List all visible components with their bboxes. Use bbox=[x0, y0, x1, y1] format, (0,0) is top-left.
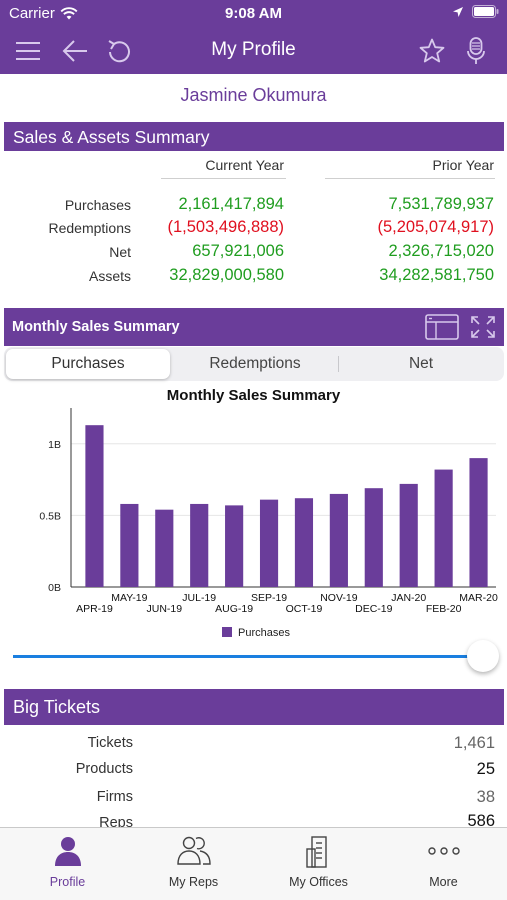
monthly-section-header: Monthly Sales Summary bbox=[4, 308, 504, 346]
expand-icon[interactable] bbox=[469, 314, 497, 340]
legend-label: Purchases bbox=[238, 627, 290, 639]
prior-year-value: 7,531,789,937 bbox=[388, 195, 494, 213]
tab-bar: Profile My Reps bbox=[0, 827, 507, 900]
x-tick-label: NOV-19 bbox=[320, 592, 358, 604]
x-tick-label: MAY-19 bbox=[111, 592, 147, 604]
status-bar: Carrier 9:08 AM bbox=[0, 0, 507, 28]
chart-bar bbox=[469, 458, 488, 587]
column-header-current: Current Year bbox=[205, 157, 284, 173]
monthly-sales-chart: 0B 0.5B 1B APR-19MAY-19JUN-19JUL-19AUG-19SE… bbox=[39, 408, 498, 639]
tab-purchases[interactable]: Purchases bbox=[6, 349, 170, 379]
x-tick-label: JUL-19 bbox=[182, 592, 216, 604]
chart-bar bbox=[190, 503, 209, 587]
y-tick-label: 0B bbox=[48, 582, 61, 594]
monthly-title: Monthly Sales Summary bbox=[12, 319, 180, 335]
x-tick-label: JUN-19 bbox=[146, 603, 182, 615]
status-right-group bbox=[452, 5, 499, 18]
x-tick-label: SEP-19 bbox=[251, 592, 287, 604]
star-icon[interactable] bbox=[417, 36, 447, 66]
chart-bar bbox=[329, 493, 348, 587]
tab-net[interactable]: Net bbox=[408, 355, 434, 372]
x-tick-label: DEC-19 bbox=[355, 603, 393, 615]
wifi-icon bbox=[60, 7, 78, 20]
current-year-value: 657,921,006 bbox=[192, 242, 284, 260]
chart-type-selector: Purchases Redemptions Net bbox=[4, 347, 504, 381]
column-divider bbox=[161, 178, 286, 179]
tab-label: My Reps bbox=[168, 875, 219, 889]
prior-year-value: 2,326,715,020 bbox=[388, 242, 494, 260]
tab-label: More bbox=[429, 875, 458, 889]
back-arrow-icon[interactable] bbox=[60, 36, 90, 66]
microphone-icon[interactable] bbox=[461, 36, 491, 66]
x-tick-label: AUG-19 bbox=[215, 603, 253, 615]
tab-redemptions[interactable]: Redemptions bbox=[209, 355, 301, 372]
more-dots-icon bbox=[380, 835, 507, 867]
chart-bar bbox=[259, 499, 279, 587]
tab-more[interactable]: More bbox=[380, 828, 507, 900]
prior-year-value: (5,205,074,917) bbox=[377, 218, 494, 236]
x-tick-label: APR-19 bbox=[76, 603, 113, 615]
row-value: 25 bbox=[476, 760, 495, 778]
profile-name: Jasmine Okumura bbox=[180, 85, 327, 105]
segment-divider bbox=[338, 356, 339, 372]
chart-bar bbox=[225, 505, 244, 587]
y-tick-label: 0.5B bbox=[39, 510, 61, 522]
row-label: Tickets bbox=[87, 735, 133, 751]
carrier-label: Carrier bbox=[9, 5, 55, 22]
prior-year-value: 34,282,581,750 bbox=[379, 266, 494, 284]
people-icon bbox=[130, 835, 257, 867]
table-view-icon[interactable] bbox=[424, 312, 460, 342]
chart-bar bbox=[434, 469, 453, 587]
person-icon bbox=[4, 835, 131, 867]
tab-label: Profile bbox=[49, 875, 86, 889]
summary-title: Sales & Assets Summary bbox=[13, 127, 210, 147]
row-value: 38 bbox=[476, 788, 495, 806]
row-value: 586 bbox=[467, 812, 495, 830]
big-tickets-title: Big Tickets bbox=[13, 697, 101, 717]
chart-bar bbox=[120, 503, 139, 587]
legend-swatch bbox=[222, 627, 232, 637]
x-tick-label: JAN-20 bbox=[391, 592, 426, 604]
tab-my-reps[interactable]: My Reps bbox=[130, 828, 257, 900]
current-year-value: 32,829,000,580 bbox=[169, 266, 284, 284]
row-label: Products bbox=[75, 761, 133, 777]
row-label: Firms bbox=[96, 789, 133, 805]
current-year-value: (1,503,496,888) bbox=[167, 218, 284, 236]
carrier-group: Carrier bbox=[9, 5, 78, 22]
tab-my-offices[interactable]: My Offices bbox=[255, 828, 382, 900]
chart-bar bbox=[294, 498, 314, 587]
big-tickets-section-header: Big Tickets bbox=[4, 689, 504, 725]
x-tick-label: MAR-20 bbox=[459, 592, 498, 604]
location-arrow-icon bbox=[453, 6, 463, 17]
row-label: Purchases bbox=[64, 197, 131, 213]
tab-profile[interactable]: Profile bbox=[4, 828, 131, 900]
chart-bar bbox=[364, 488, 383, 587]
x-tick-label: OCT-19 bbox=[286, 603, 323, 615]
row-label: Redemptions bbox=[48, 220, 132, 236]
row-label: Net bbox=[109, 244, 131, 260]
column-header-prior: Prior Year bbox=[432, 157, 494, 173]
chart-bar bbox=[85, 425, 104, 587]
chart-title: Monthly Sales Summary bbox=[166, 387, 341, 404]
slider-thumb[interactable] bbox=[467, 640, 499, 672]
menu-icon[interactable] bbox=[13, 36, 43, 66]
row-label: Assets bbox=[88, 268, 131, 284]
building-icon bbox=[255, 835, 382, 868]
nav-bar: My Profile bbox=[0, 28, 507, 74]
slider-track[interactable] bbox=[13, 655, 483, 658]
clock: 9:08 AM bbox=[225, 5, 282, 22]
column-divider bbox=[325, 178, 495, 179]
chart-bar bbox=[399, 483, 418, 587]
page-title: My Profile bbox=[211, 39, 296, 60]
battery-icon bbox=[472, 5, 499, 18]
summary-section-header: Sales & Assets Summary bbox=[4, 122, 504, 151]
tab-label: My Offices bbox=[289, 875, 348, 889]
row-value: 1,461 bbox=[453, 734, 495, 752]
refresh-icon[interactable] bbox=[104, 36, 134, 66]
current-year-value: 2,161,417,894 bbox=[178, 195, 284, 213]
y-tick-label: 1B bbox=[48, 439, 61, 451]
top-bar: Carrier 9:08 AM bbox=[0, 0, 507, 74]
x-tick-label: FEB-20 bbox=[426, 603, 462, 615]
chart-bar bbox=[155, 509, 174, 587]
